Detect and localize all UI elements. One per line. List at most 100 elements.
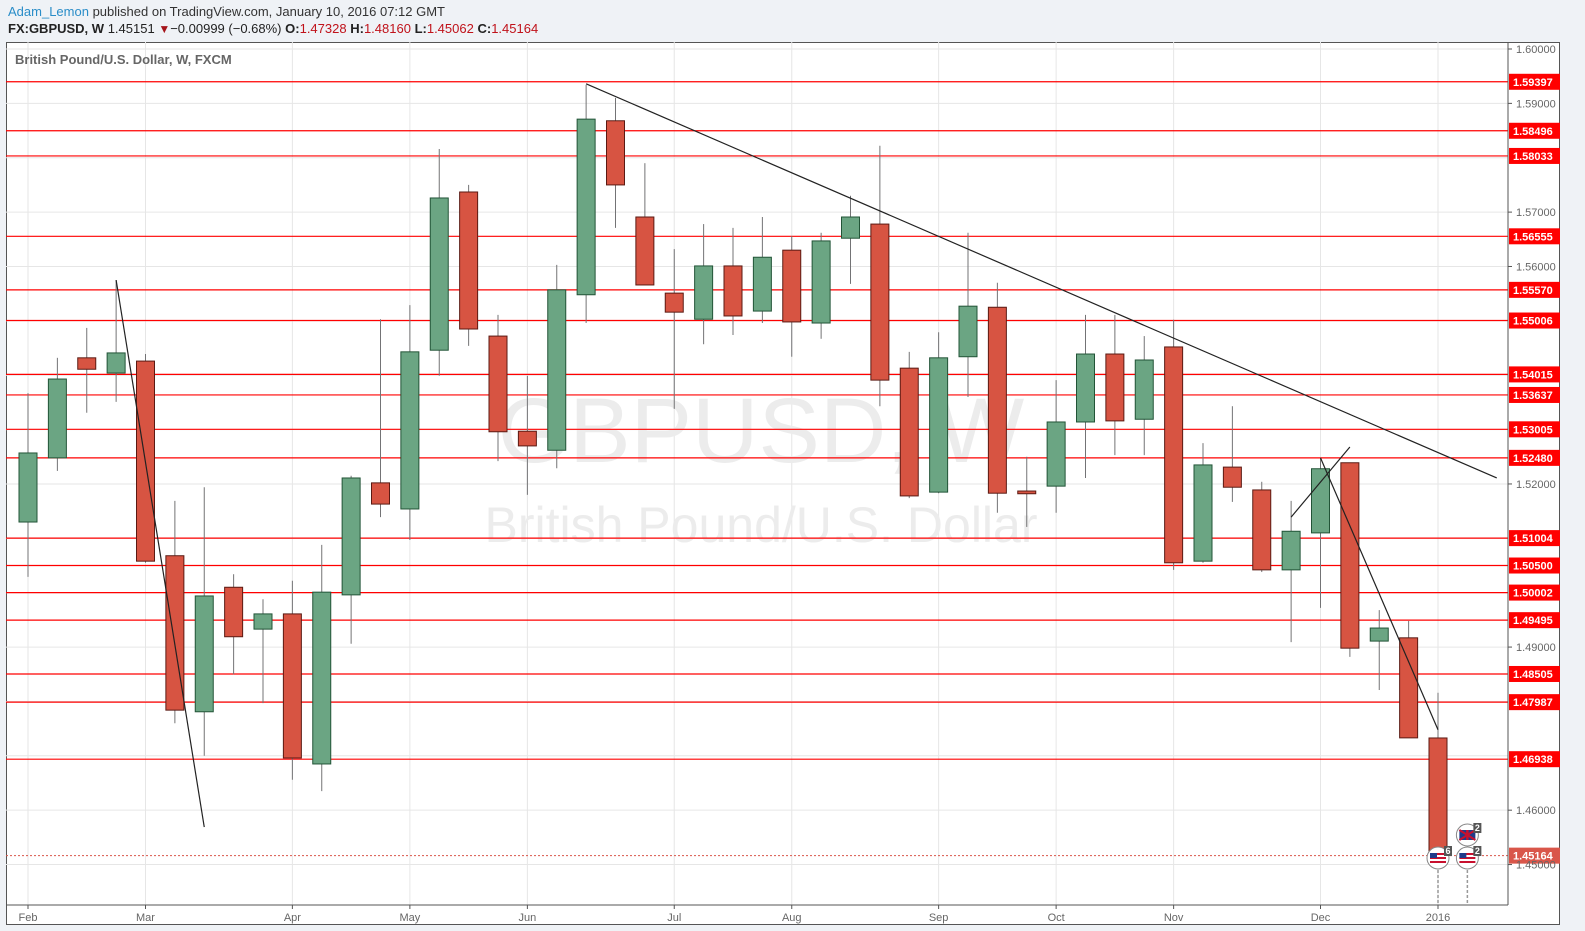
level-price-label: 1.50002 — [1513, 588, 1553, 600]
candle-bullish — [1134, 359, 1154, 420]
x-tick-label: 2016 — [1426, 912, 1450, 924]
candle-bearish — [1428, 737, 1448, 857]
candle-bullish — [400, 351, 420, 510]
level-price-label: 1.58033 — [1513, 151, 1553, 163]
x-tick-label: Nov — [1164, 912, 1184, 924]
candle-bearish — [606, 120, 625, 186]
candle-bullish — [841, 216, 860, 239]
x-tick-label: Mar — [136, 912, 155, 924]
candle-bearish — [1340, 462, 1360, 649]
last-price-tag — [1509, 847, 1560, 864]
event-count: 2 — [1475, 823, 1480, 833]
level-price-tag — [1509, 612, 1560, 629]
published-text: published on TradingView.com, January 10… — [92, 4, 445, 19]
y-tick-label: 1.57000 — [1516, 207, 1556, 219]
level-price-tag — [1509, 449, 1560, 466]
candle-bullish — [811, 240, 831, 324]
candle-bullish — [253, 613, 273, 630]
high-label: H: — [350, 21, 364, 36]
candle-bearish — [870, 223, 890, 381]
candle-bearish — [782, 249, 802, 323]
candle-bullish — [47, 378, 67, 459]
candle-bearish — [224, 586, 244, 638]
level-price-label: 1.46938 — [1513, 754, 1553, 766]
candle-bearish — [1017, 490, 1037, 495]
candle-bearish — [1105, 353, 1125, 422]
last-price-label: 1.45164 — [1513, 851, 1554, 863]
close-label: C: — [477, 21, 492, 36]
x-tick-label: Oct — [1048, 912, 1065, 924]
event-count-badge — [1444, 846, 1452, 856]
last-price: 1.45151 — [107, 21, 155, 36]
level-price-tag — [1509, 386, 1560, 403]
candle-bullish — [958, 305, 978, 358]
level-price-tag — [1509, 147, 1560, 164]
candle-bullish — [752, 256, 772, 312]
down-triangle-icon: ▼ — [158, 22, 171, 36]
level-price-tag — [1509, 665, 1560, 682]
candle-bullish — [694, 265, 714, 320]
watermark: GBPUSD, W British Pound/U.S. Dollar — [484, 380, 1037, 553]
us-flag-stripe — [1459, 861, 1476, 863]
candle-bullish — [547, 289, 567, 451]
level-price-label: 1.49495 — [1513, 615, 1553, 627]
level-price-tag — [1509, 557, 1560, 574]
candle-bullish — [312, 591, 332, 765]
candle-bearish — [371, 482, 390, 505]
level-price-label: 1.56555 — [1513, 231, 1553, 243]
candle-bearish — [282, 613, 302, 759]
level-price-tag — [1509, 122, 1560, 139]
candle-bearish — [1164, 346, 1184, 564]
candle-bullish — [429, 197, 449, 351]
candle-bearish — [899, 367, 919, 497]
candle-bearish — [1399, 637, 1419, 739]
level-price-label: 1.59397 — [1513, 77, 1553, 89]
x-tick-label: Aug — [782, 912, 802, 924]
y-tick-label: 1.46000 — [1516, 805, 1556, 817]
author-link[interactable]: Adam_Lemon — [8, 4, 89, 19]
level-price-tag — [1509, 421, 1560, 438]
candle-bullish — [1281, 530, 1301, 571]
x-tick-label: Jun — [519, 912, 537, 924]
candlestick-chart[interactable]: GBPUSD, W British Pound/U.S. Dollar 1.59… — [6, 42, 1560, 925]
candle-bearish — [1222, 466, 1242, 488]
candle-bullish — [106, 352, 126, 374]
candle-bullish — [1369, 627, 1389, 642]
candle-bearish — [77, 357, 97, 370]
us-flag-stripe — [1459, 853, 1476, 855]
us-flag-stripe — [1430, 853, 1446, 855]
low-value: 1.45062 — [426, 21, 474, 36]
level-price-tag — [1509, 281, 1560, 298]
x-tick-label: Sep — [929, 912, 949, 924]
level-price-tag — [1509, 366, 1560, 383]
level-price-label: 1.55570 — [1513, 285, 1553, 297]
x-tick-label: Apr — [284, 912, 301, 924]
x-tick-label: Dec — [1311, 912, 1331, 924]
level-price-label: 1.48505 — [1513, 669, 1553, 681]
event-count: 6 — [1445, 846, 1450, 856]
candle-bearish — [635, 216, 655, 286]
low-label: L: — [414, 21, 427, 36]
level-price-tag — [1509, 751, 1560, 768]
event-count: 2 — [1475, 846, 1480, 856]
us-flag-stripe — [1430, 861, 1446, 863]
candle-bullish — [194, 595, 214, 713]
y-tick-label: 1.56000 — [1516, 261, 1556, 273]
symbol: FX:GBPUSD, W — [8, 21, 105, 36]
candle-bearish — [1252, 489, 1272, 571]
candle-bullish — [1046, 421, 1066, 487]
trendline — [1290, 446, 1351, 518]
series-legend: British Pound/U.S. Dollar, W, FXCM — [15, 52, 232, 67]
level-price-label: 1.58496 — [1513, 126, 1553, 138]
trendline — [1319, 457, 1439, 730]
candle-bullish — [929, 357, 949, 493]
symbol-info: FX:GBPUSD, W 1.45151 ▼−0.00999 (−0.68%) … — [8, 21, 538, 36]
candle-bullish — [576, 118, 596, 296]
watermark-name: British Pound/U.S. Dollar — [484, 497, 1037, 553]
us-flag-stripe — [1459, 857, 1476, 859]
y-tick-label: 1.49000 — [1516, 642, 1556, 654]
candle-bearish — [517, 430, 537, 447]
candle-bearish — [488, 335, 508, 433]
level-price-label: 1.47987 — [1513, 697, 1553, 709]
candle-bullish — [341, 477, 361, 596]
